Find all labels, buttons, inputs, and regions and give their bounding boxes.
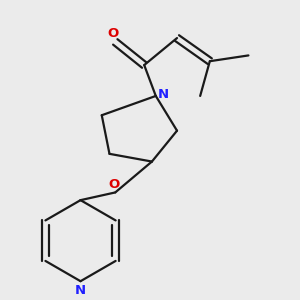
Text: N: N (75, 284, 86, 297)
Text: N: N (158, 88, 169, 101)
Text: O: O (109, 178, 120, 191)
Text: O: O (108, 27, 119, 40)
